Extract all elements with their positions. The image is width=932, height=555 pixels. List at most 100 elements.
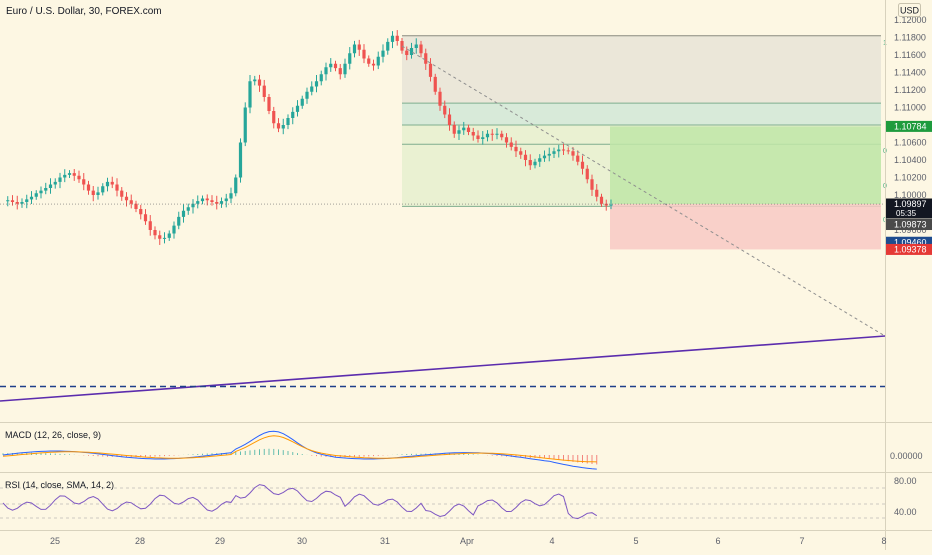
candle-body	[91, 190, 95, 195]
candle-body	[44, 188, 48, 191]
candle-body	[243, 107, 247, 143]
candle-body	[67, 173, 72, 175]
candle-body	[571, 151, 575, 156]
currency-badge[interactable]	[898, 3, 921, 17]
candle-body	[595, 189, 599, 197]
candle-body	[386, 41, 390, 51]
candle-body	[462, 127, 466, 131]
rsi-scale-label-80: 80.00	[894, 476, 917, 486]
price-label-text: 1.09378	[894, 244, 927, 254]
candle-body	[519, 151, 523, 155]
candle-body	[433, 76, 437, 92]
price-tick-label: 1.10600	[894, 138, 927, 148]
candle-body	[172, 225, 176, 234]
time-tick-label: Apr	[460, 536, 474, 546]
candle-body	[466, 127, 471, 132]
candle-body	[476, 135, 480, 139]
candle-body	[63, 174, 67, 178]
macd-pane	[2, 430, 598, 470]
time-tick-label: 25	[50, 536, 60, 546]
candle-body	[557, 149, 561, 152]
candle-body	[229, 193, 233, 199]
candle-body	[409, 48, 414, 55]
time-tick-label: 8	[881, 536, 886, 546]
long-position-stop-zone[interactable]	[610, 204, 881, 250]
candle-body	[305, 91, 309, 99]
candle-body	[39, 190, 43, 194]
candle-body	[110, 181, 114, 185]
time-tick-label: 30	[297, 536, 307, 546]
candle-body	[148, 221, 152, 230]
candle-body	[509, 142, 513, 147]
candle-body	[343, 63, 347, 75]
price-tick-label: 1.10200	[894, 173, 927, 183]
candle-body	[329, 63, 333, 68]
candle-body	[115, 184, 119, 191]
candle-body	[333, 63, 338, 69]
candle-body	[552, 151, 556, 154]
candle-body	[234, 177, 238, 194]
candle-body	[300, 98, 304, 106]
macd-label[interactable]: MACD (12, 26, close, 9)	[5, 430, 101, 440]
candle-body	[400, 41, 404, 51]
rsi-label[interactable]: RSI (14, close, SMA, 14, 2)	[5, 480, 114, 490]
candle-body	[167, 233, 171, 238]
candle-body	[395, 35, 399, 41]
candle-body	[120, 190, 124, 197]
candle-body	[542, 155, 547, 159]
price-tick-label: 1.11400	[894, 68, 926, 78]
price-label-badge	[886, 243, 932, 255]
candle-body	[471, 132, 475, 136]
candle-body	[580, 161, 585, 169]
candle-body	[153, 230, 157, 236]
candle-body	[295, 105, 300, 112]
long-position-target-zone[interactable]	[610, 126, 881, 205]
fib-zone	[402, 103, 881, 125]
price-label-badge	[886, 198, 932, 219]
candle-body	[367, 58, 371, 64]
candle-body	[490, 133, 494, 135]
candle-body	[357, 44, 361, 50]
candle-body	[447, 114, 452, 125]
rsi-pane	[0, 484, 885, 520]
candle-body	[101, 186, 105, 193]
candle-body	[105, 181, 110, 187]
candle-body	[129, 200, 133, 204]
candle-body	[547, 153, 551, 156]
price-label-text: 1.09897	[894, 199, 927, 209]
candle-body	[6, 200, 10, 202]
diagonal-dashed-line[interactable]	[401, 45, 886, 337]
candle-body	[124, 196, 129, 201]
candle-body	[324, 67, 328, 75]
time-tick-label: 31	[380, 536, 390, 546]
candle-body	[523, 154, 528, 160]
candle-body	[528, 160, 532, 166]
candle-body	[25, 199, 29, 202]
time-axis[interactable]: 25 28 29 30 31 Apr 4 5 6 7 8	[50, 536, 887, 546]
candle-body	[86, 184, 91, 191]
candle-body	[267, 97, 271, 111]
candle-body	[215, 202, 219, 204]
candle-body	[143, 214, 148, 222]
candle-body	[405, 50, 409, 55]
candle-body	[314, 81, 319, 87]
price-tick-label: 1.11000	[894, 103, 926, 113]
signal-line	[2, 435, 597, 463]
candle-body	[376, 56, 380, 66]
fib-zone	[402, 35, 881, 104]
candle-body	[15, 202, 19, 204]
rsi-line	[2, 484, 598, 520]
candle-body	[200, 198, 205, 202]
candle-body	[291, 111, 295, 118]
candle-body	[10, 200, 15, 202]
candle-body	[338, 68, 342, 75]
price-tick-label: 1.11800	[894, 33, 926, 43]
candle-body	[248, 81, 252, 108]
candle-body	[96, 192, 100, 195]
candle-body	[604, 203, 608, 206]
trendline[interactable]	[0, 335, 886, 402]
currency-label: USD	[900, 6, 920, 16]
candle-body	[48, 184, 53, 188]
candle-body	[590, 179, 594, 190]
